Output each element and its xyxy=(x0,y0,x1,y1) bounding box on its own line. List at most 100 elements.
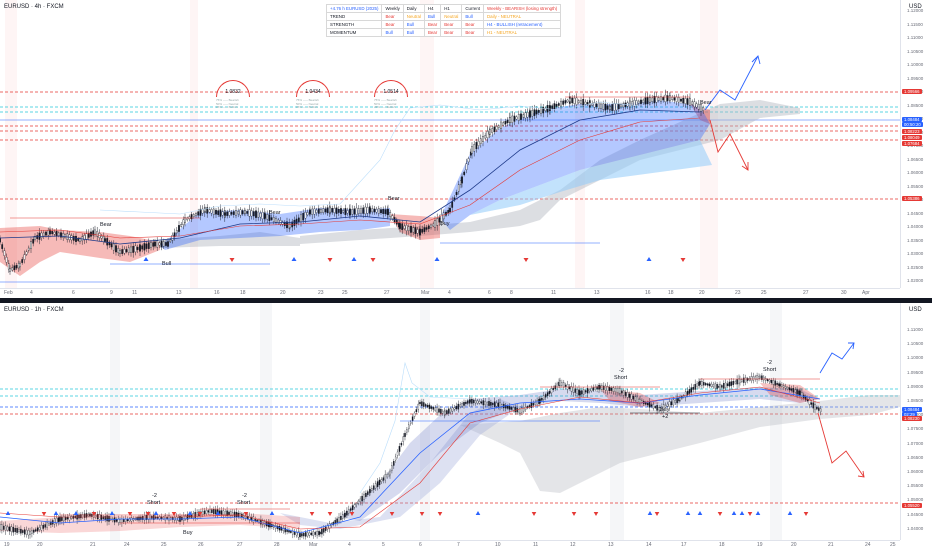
time-tick: 7 xyxy=(457,542,460,548)
time-axis-4h[interactable]: Feb 4 6 9 11 13 16 18 20 23 25 27 Mar 4 6 8 11 13 16 18 20 23… xyxy=(0,288,900,298)
chart-plot-4h[interactable]: EURUSD · 4h · FXCM +4.76 h EURUSD (2025)… xyxy=(0,0,900,288)
candle-body xyxy=(47,230,50,236)
gauge-2: 1.0434 75% ----- Bearish 50% ----- Neutra… xyxy=(296,80,330,116)
signal-triangle xyxy=(291,257,297,261)
candle-body xyxy=(53,518,56,525)
candle-body xyxy=(355,207,358,215)
candle-body xyxy=(306,212,309,216)
candle-body xyxy=(36,527,39,532)
candle-body xyxy=(548,390,551,394)
candle-body xyxy=(637,100,640,104)
candle-body xyxy=(342,210,345,213)
chart-canvas-4h[interactable] xyxy=(0,0,900,288)
candle-body xyxy=(369,208,371,212)
price-label: 1.09566 xyxy=(902,89,922,94)
price-tick: 1.05500 xyxy=(907,483,924,489)
candle-body xyxy=(211,509,213,513)
col-current: Current xyxy=(461,4,485,13)
signal-buy-label: Buy xyxy=(440,221,450,227)
time-tick: 9 xyxy=(110,290,113,296)
candle-body xyxy=(136,246,139,250)
time-tick: 13 xyxy=(608,542,614,548)
time-tick: 4 xyxy=(448,290,451,296)
time-tick: 23 xyxy=(318,290,324,296)
candle-body xyxy=(53,231,56,235)
candle-body xyxy=(440,214,443,222)
candle-body xyxy=(530,402,533,408)
candle-body xyxy=(461,403,463,407)
price-axis-4h[interactable]: USD 1.12000 1.11500 1.11000 1.10500 1.10000 1… xyxy=(900,0,932,288)
candle-body xyxy=(235,512,238,518)
candle-body xyxy=(353,504,356,508)
candle-body xyxy=(125,249,128,253)
session-band xyxy=(420,303,430,540)
candle-body xyxy=(546,392,549,396)
chart-pane-1h[interactable]: EURUSD · 1h · FXCM -2 Short -2 Short -2 … xyxy=(0,303,932,550)
chart-pane-4h[interactable]: EURUSD · 4h · FXCM +4.76 h EURUSD (2025)… xyxy=(0,0,932,298)
candle-body xyxy=(46,522,48,528)
ichimoku-cloud xyxy=(160,232,300,248)
candle-body xyxy=(434,220,436,228)
candle-body xyxy=(143,515,146,521)
pane-divider[interactable] xyxy=(0,298,932,303)
candle-body xyxy=(165,242,167,246)
candle-body xyxy=(566,99,569,103)
candle-body xyxy=(393,461,395,466)
time-axis-1h[interactable]: 19 20 21 24 25 26 27 28 Mar 4 5 6 7 10 11 12 13 14 17 18 19 2… xyxy=(0,540,900,550)
price-axis-1h[interactable]: USD 1.11000 1.10500 1.10000 1.09500 1.09000 1… xyxy=(900,303,932,540)
price-tick: 1.06500 xyxy=(907,454,924,460)
signal-triangle xyxy=(531,512,537,516)
candle-body xyxy=(541,398,543,401)
candle-body xyxy=(4,525,7,531)
candle-body xyxy=(521,407,523,413)
time-tick: 18 xyxy=(240,290,246,296)
candle-body xyxy=(419,401,421,405)
candle-body xyxy=(351,505,354,511)
price-tick: 1.06500 xyxy=(907,156,924,162)
candle-body xyxy=(257,211,260,218)
candle-body xyxy=(412,227,415,233)
candle-body xyxy=(226,211,229,216)
signal-bear-label: Bear xyxy=(388,196,400,202)
candle-body xyxy=(455,191,458,196)
time-tick: 20 xyxy=(280,290,286,296)
projection-arrow-up xyxy=(704,55,759,111)
time-tick: 25 xyxy=(161,542,167,548)
candle-body xyxy=(389,212,392,218)
candle-body xyxy=(571,97,574,104)
candle-body xyxy=(478,401,481,404)
candle-body xyxy=(690,387,693,393)
candle-body xyxy=(495,126,498,130)
session-band xyxy=(770,303,782,540)
candle-body xyxy=(482,400,485,406)
candle-body xyxy=(40,232,43,238)
candle-body xyxy=(282,527,285,531)
candle-body xyxy=(348,509,350,514)
candle-body xyxy=(212,208,215,215)
candle-body xyxy=(595,103,598,107)
candle-body xyxy=(664,94,667,103)
candle-body xyxy=(60,232,62,238)
chart-canvas-1h[interactable] xyxy=(0,303,900,540)
chart-plot-1h[interactable]: EURUSD · 1h · FXCM -2 Short -2 Short -2 … xyxy=(0,303,900,540)
candle-body xyxy=(682,97,685,104)
candle-body xyxy=(355,503,358,505)
candle-body xyxy=(342,514,344,519)
candle-body xyxy=(480,401,483,404)
summary-row-strength: STRENGTH Bear Bull Bear Bear Bear H4 - B… xyxy=(325,20,562,29)
signal-triangle xyxy=(731,511,737,515)
candle-body xyxy=(22,530,24,533)
candle-body xyxy=(27,530,30,536)
candle-body xyxy=(362,207,365,214)
candle-body xyxy=(639,399,641,403)
candle-body xyxy=(55,517,58,524)
candle-body xyxy=(215,209,217,215)
candle-body xyxy=(42,232,45,237)
price-tick: 1.08500 xyxy=(907,102,924,108)
price-label: 1.08484 xyxy=(902,117,922,122)
time-tick: 21 xyxy=(828,542,834,548)
candle-body xyxy=(51,231,54,235)
price-tick: 1.07000 xyxy=(907,440,924,446)
candle-body xyxy=(424,404,427,407)
signal-triangle xyxy=(419,512,425,516)
